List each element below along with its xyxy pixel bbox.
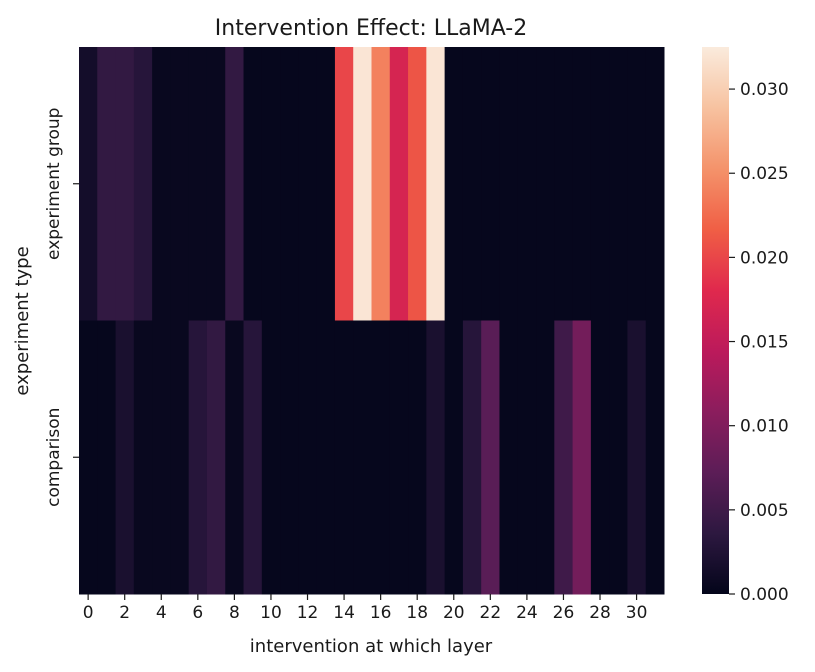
heatmap-cell — [243, 320, 263, 595]
colorbar-tick-label: 0.000 — [740, 585, 789, 605]
heatmap-cell — [152, 320, 171, 595]
heatmap-cell — [462, 320, 482, 595]
x-tick-label: 26 — [553, 603, 575, 623]
colorbar-tick-label: 0.005 — [740, 501, 789, 521]
x-tick-label: 4 — [156, 603, 167, 623]
heatmap-cell — [627, 47, 647, 321]
heatmap-cell — [115, 320, 135, 595]
x-tick-label: 12 — [297, 603, 319, 623]
heatmap-cell — [444, 47, 464, 321]
y-tick-label: comparison — [44, 408, 64, 507]
heatmap-cell — [206, 320, 226, 595]
heatmap-cell — [115, 47, 135, 321]
colorbar-tick-label: 0.010 — [740, 417, 789, 437]
x-axis-ticks: 0 2 4 6 8 10 12 14 16 18 20 22 24 26 28 30 — [83, 594, 648, 623]
y-axis-label: experiment type — [12, 246, 33, 395]
heatmap-cell — [444, 320, 464, 595]
heatmap-cell — [371, 320, 391, 595]
x-tick-label: 28 — [589, 603, 611, 623]
heatmap-cell — [261, 47, 281, 321]
heatmap-cell — [316, 320, 336, 595]
heatmap-cell — [97, 320, 117, 595]
x-axis-label: intervention at which layer — [250, 636, 493, 657]
heatmap-cell — [133, 47, 153, 321]
heatmap-cell — [188, 320, 208, 595]
heatmap-cell — [243, 47, 263, 321]
x-tick-label: 14 — [333, 603, 355, 623]
heatmap-cell — [554, 47, 574, 321]
heatmap-cell — [188, 47, 208, 321]
heatmap-cell — [627, 320, 647, 595]
heatmap-cell — [280, 47, 299, 321]
heatmap-cell — [280, 320, 299, 595]
x-tick-label: 18 — [406, 603, 428, 623]
colorbar-ticks: 0.000 0.005 0.010 0.015 0.020 0.025 0.030 — [729, 80, 789, 605]
colorbar-tick-label: 0.015 — [740, 333, 789, 353]
heatmap-cell — [133, 320, 153, 595]
heatmap-cell — [645, 320, 665, 595]
heatmap-cell — [554, 320, 574, 595]
colorbar — [702, 47, 729, 594]
heatmap-cell — [170, 320, 190, 595]
heatmap-cell — [389, 47, 409, 321]
heatmap-cell — [79, 47, 98, 321]
heatmap-cell — [298, 47, 318, 321]
heatmap-cell — [426, 47, 446, 321]
heatmap-cell — [481, 320, 500, 595]
heatmap-cell — [316, 47, 336, 321]
x-tick-label: 16 — [370, 603, 392, 623]
y-tick-label: experiment group — [44, 108, 64, 260]
heatmap-cell — [389, 320, 409, 595]
x-tick-label: 10 — [260, 603, 282, 623]
heatmap-cell — [225, 320, 245, 595]
heatmap-cells — [79, 47, 665, 595]
chart-title: Intervention Effect: LLaMA-2 — [215, 16, 527, 41]
heatmap-cell — [371, 47, 391, 321]
heatmap-cell — [334, 47, 354, 321]
heatmap-cell — [590, 47, 610, 321]
heatmap-cell — [426, 320, 446, 595]
heatmap-cell — [645, 47, 665, 321]
colorbar-tick-label: 0.025 — [740, 164, 789, 184]
x-tick-label: 6 — [192, 603, 203, 623]
heatmap-cell — [536, 320, 555, 595]
heatmap-cell — [408, 47, 427, 321]
heatmap-cell — [334, 320, 354, 595]
heatmap-cell — [517, 47, 537, 321]
heatmap-cell — [170, 47, 190, 321]
heatmap-cell — [261, 320, 281, 595]
heatmap-cell — [517, 320, 537, 595]
heatmap-cell — [572, 320, 592, 595]
heatmap-cell — [572, 47, 592, 321]
colorbar-tick-label: 0.020 — [740, 248, 789, 268]
heatmap-cell — [499, 320, 519, 595]
heatmap-cell — [408, 320, 427, 595]
heatmap-cell — [481, 47, 500, 321]
heatmap-cell — [353, 320, 372, 595]
heatmap-cell — [298, 320, 318, 595]
heatmap-cell — [152, 47, 171, 321]
heatmap-cell — [609, 320, 628, 595]
x-tick-label: 24 — [516, 603, 538, 623]
x-tick-label: 8 — [229, 603, 240, 623]
heatmap-cell — [590, 320, 610, 595]
x-tick-label: 2 — [119, 603, 130, 623]
heatmap-cell — [462, 47, 482, 321]
heatmap-cell — [79, 320, 98, 595]
x-tick-label: 0 — [83, 603, 94, 623]
x-tick-label: 20 — [443, 603, 465, 623]
x-tick-label: 22 — [480, 603, 502, 623]
heatmap-cell — [206, 47, 226, 321]
x-tick-label: 30 — [626, 603, 648, 623]
heatmap-cell — [225, 47, 245, 321]
heatmap-cell — [353, 47, 372, 321]
heatmap-cell — [499, 47, 519, 321]
heatmap-cell — [97, 47, 117, 321]
heatmap-cell — [536, 47, 555, 321]
y-axis-ticks: experiment group comparison — [44, 108, 79, 507]
heatmap-cell — [609, 47, 628, 321]
colorbar-tick-label: 0.030 — [740, 80, 789, 100]
